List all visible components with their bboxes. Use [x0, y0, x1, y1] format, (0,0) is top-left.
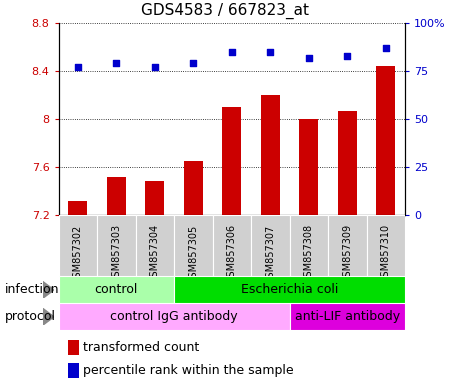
Point: [74, 64, 81, 70]
Text: Escherichia coli: Escherichia coli: [241, 283, 338, 296]
Text: protocol: protocol: [4, 310, 55, 323]
Bar: [135, 215, 174, 276]
Bar: [145, 181, 164, 215]
Polygon shape: [43, 308, 54, 325]
Text: GSM857306: GSM857306: [227, 224, 237, 283]
Text: control IgG antibody: control IgG antibody: [110, 310, 238, 323]
Polygon shape: [43, 281, 54, 298]
Bar: [68, 200, 87, 215]
Text: anti-LIF antibody: anti-LIF antibody: [295, 310, 400, 323]
Bar: [328, 215, 366, 276]
Bar: [107, 177, 126, 215]
Text: GSM857302: GSM857302: [73, 224, 83, 283]
Point: [267, 49, 274, 55]
Bar: [58, 215, 97, 276]
Bar: [289, 303, 405, 330]
Bar: [251, 215, 289, 276]
Text: GSM857304: GSM857304: [150, 224, 160, 283]
Text: GSM857307: GSM857307: [265, 224, 275, 283]
Bar: [174, 215, 212, 276]
Text: transformed count: transformed count: [83, 341, 199, 354]
Bar: [366, 215, 405, 276]
Bar: [58, 276, 174, 303]
Point: [305, 55, 312, 61]
Point: [344, 53, 351, 59]
Point: [189, 60, 197, 66]
Point: [112, 60, 120, 66]
Point: [228, 49, 235, 55]
Bar: [184, 161, 203, 215]
Bar: [299, 119, 319, 215]
Point: [382, 45, 389, 51]
Bar: [222, 107, 241, 215]
Bar: [338, 111, 357, 215]
Text: GSM857309: GSM857309: [342, 224, 352, 283]
Text: GDS4583 / 667823_at: GDS4583 / 667823_at: [141, 3, 309, 19]
Bar: [376, 66, 396, 215]
Text: GSM857303: GSM857303: [111, 224, 121, 283]
Bar: [212, 215, 251, 276]
Bar: [261, 95, 280, 215]
Text: percentile rank within the sample: percentile rank within the sample: [83, 364, 294, 377]
Bar: [174, 276, 405, 303]
Point: [151, 64, 158, 70]
Bar: [289, 215, 328, 276]
Bar: [97, 215, 135, 276]
Text: infection: infection: [4, 283, 59, 296]
Text: GSM857310: GSM857310: [381, 224, 391, 283]
Text: GSM857308: GSM857308: [304, 224, 314, 283]
Text: control: control: [94, 283, 138, 296]
Text: GSM857305: GSM857305: [188, 224, 198, 283]
Bar: [58, 303, 289, 330]
